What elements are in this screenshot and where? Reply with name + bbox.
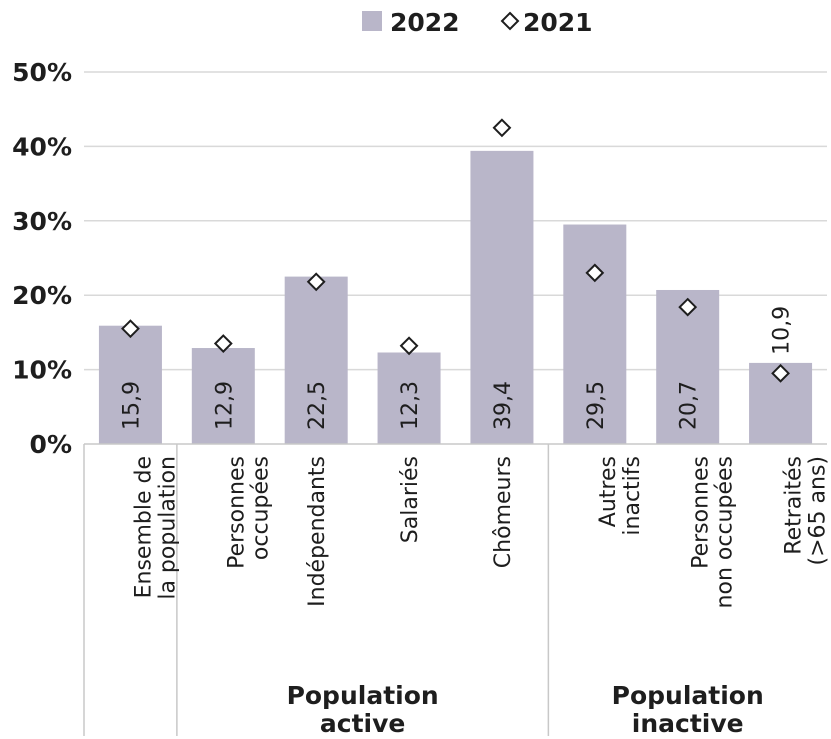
bar-value-label: 20,7	[677, 381, 702, 430]
marker-2021	[771, 363, 790, 383]
group-label: Population active	[287, 681, 439, 738]
marker-2021	[492, 118, 512, 138]
bar-value-label: 29,5	[584, 381, 609, 430]
x-axis: Ensemble dela population Personnesoccupée…	[83, 443, 831, 736]
bar-value-label: 12,9	[212, 381, 237, 430]
bar	[98, 325, 162, 444]
marker-2021	[585, 263, 605, 283]
y-tick-label: 20%	[12, 281, 72, 310]
x-tick-label: Chômeurs	[491, 456, 516, 568]
bar-value-label: 15,9	[119, 381, 144, 430]
bar	[377, 352, 441, 444]
marker-2021	[399, 336, 419, 356]
x-tick-label: Indépendants	[305, 456, 330, 607]
y-tick-label: 0%	[30, 430, 72, 459]
legend-marker-2021	[500, 11, 520, 31]
y-axis: 0% 10% 20% 30% 40% 50%	[12, 58, 72, 459]
bar-value-label: 39,4	[491, 381, 516, 430]
x-tick-label: Retraités(>65 ans)	[782, 456, 831, 565]
marker-2021	[213, 334, 233, 353]
x-tick-label: Personnesnon occupées	[689, 456, 738, 608]
bars-2022	[98, 150, 813, 444]
marker-2021	[306, 272, 326, 292]
legend-label-2021: 2021	[523, 8, 593, 37]
bar-value-label: 22,5	[305, 381, 330, 430]
x-tick-label: Personnesoccupées	[224, 456, 273, 569]
bar-value-label: 10,9	[770, 306, 795, 355]
marker-2021	[121, 319, 140, 339]
bar	[191, 348, 255, 444]
bar	[470, 150, 534, 444]
x-tick-label: Autresinactifs	[596, 456, 645, 536]
x-tick-label: Salariés	[398, 456, 423, 543]
value-labels: 15,9 12,9 22,5 12,3 39,4 29,5 20,7 10,9	[119, 306, 794, 430]
bar	[563, 224, 627, 444]
bar-value-label: 12,3	[398, 381, 423, 430]
bar	[284, 276, 348, 444]
x-tick-label: Ensemble dela population	[131, 456, 180, 600]
legend-label-2022: 2022	[390, 8, 460, 37]
legend-swatch-2022	[362, 11, 382, 31]
y-tick-label: 50%	[12, 58, 72, 87]
y-tick-label: 40%	[12, 132, 72, 161]
legend: 2022 2021	[362, 8, 593, 37]
marker-2021	[678, 297, 698, 317]
group-label: Population inactive	[612, 681, 764, 738]
y-tick-label: 30%	[12, 207, 72, 236]
category-groups: Population active Population inactive	[287, 681, 764, 738]
y-tick-label: 10%	[12, 356, 72, 385]
markers-2021	[121, 118, 790, 383]
